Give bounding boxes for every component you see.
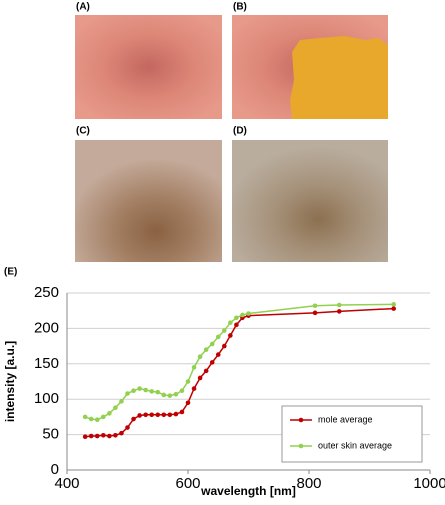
data-point: [203, 347, 209, 352]
panel-label: (D): [233, 126, 247, 137]
data-point: [125, 425, 130, 430]
data-point: [119, 430, 124, 436]
y-tick-label: 250: [34, 284, 59, 301]
data-point: [209, 341, 215, 347]
data-point: [185, 400, 191, 406]
data-point: [113, 405, 118, 410]
data-point: [179, 388, 185, 394]
data-point: [137, 386, 142, 391]
data-point: [94, 433, 100, 439]
data-point: [173, 391, 179, 397]
data-point: [312, 303, 318, 309]
legend-label: outer skin average: [318, 440, 392, 450]
y-tick-label: 50: [42, 426, 59, 443]
data-point: [167, 393, 173, 398]
data-point: [131, 388, 136, 394]
data-point: [234, 315, 239, 321]
x-tick-label: 400: [54, 475, 79, 492]
photo: [75, 15, 222, 119]
data-point: [246, 311, 251, 316]
y-tick-label: 150: [34, 355, 59, 372]
data-point: [179, 409, 185, 415]
segmentation-mask: [290, 36, 388, 119]
data-point: [107, 433, 112, 439]
data-point: [336, 302, 342, 308]
data-point: [94, 417, 100, 423]
data-point: [222, 328, 227, 333]
data-point: [119, 399, 124, 404]
data-point: [215, 334, 221, 340]
data-point: [167, 412, 173, 418]
data-point: [82, 414, 88, 420]
y-tick-label: 0: [51, 461, 59, 478]
data-point: [240, 312, 245, 318]
legend-label: mole average: [318, 414, 373, 424]
data-point: [197, 354, 203, 360]
y-tick-label: 200: [34, 319, 59, 336]
data-point: [143, 387, 148, 393]
data-point: [131, 416, 136, 422]
panel-label: (C): [76, 126, 90, 137]
legend-marker: [298, 443, 304, 449]
x-tick-label: 1000: [413, 475, 445, 492]
data-point: [88, 433, 94, 439]
panel-label: (B): [233, 2, 247, 13]
x-tick-label: 600: [175, 475, 200, 492]
x-tick-label: 800: [296, 475, 321, 492]
data-point: [161, 392, 167, 398]
data-point: [101, 414, 106, 420]
data-point: [125, 391, 130, 396]
photo: [232, 140, 388, 262]
data-point: [197, 375, 203, 381]
legend-box: [281, 405, 423, 463]
data-point: [222, 343, 227, 349]
data-point: [209, 360, 215, 365]
y-axis-label: intensity [a.u.]: [3, 341, 17, 422]
data-point: [161, 412, 167, 418]
data-point: [391, 302, 397, 307]
y-tick-label: 100: [34, 390, 59, 407]
data-point: [228, 333, 233, 338]
data-point: [336, 309, 342, 314]
data-point: [155, 389, 161, 395]
photo: [75, 140, 222, 262]
data-point: [228, 320, 233, 326]
data-point: [149, 389, 154, 394]
panel-label: (A): [76, 2, 90, 13]
data-point: [107, 411, 112, 416]
legend-marker: [298, 417, 304, 423]
data-point: [82, 434, 88, 440]
data-point: [215, 352, 221, 357]
data-point: [191, 365, 197, 370]
data-point: [173, 411, 179, 417]
data-point: [191, 386, 197, 391]
data-point: [234, 322, 239, 328]
data-point: [185, 379, 191, 384]
data-point: [113, 433, 118, 438]
data-point: [155, 412, 161, 418]
data-point: [391, 306, 397, 311]
data-point: [143, 412, 148, 418]
data-point: [137, 413, 142, 418]
data-point: [101, 433, 106, 438]
data-point: [149, 412, 154, 418]
chart: 0 50 100 150 200 250 400 600 800 1000 wavelength […: [3, 284, 445, 498]
panel-label: (E): [4, 267, 17, 278]
data-point: [88, 416, 94, 422]
data-point: [312, 310, 318, 316]
data-point: [203, 368, 209, 374]
x-axis-label: wavelength [nm]: [200, 484, 296, 498]
